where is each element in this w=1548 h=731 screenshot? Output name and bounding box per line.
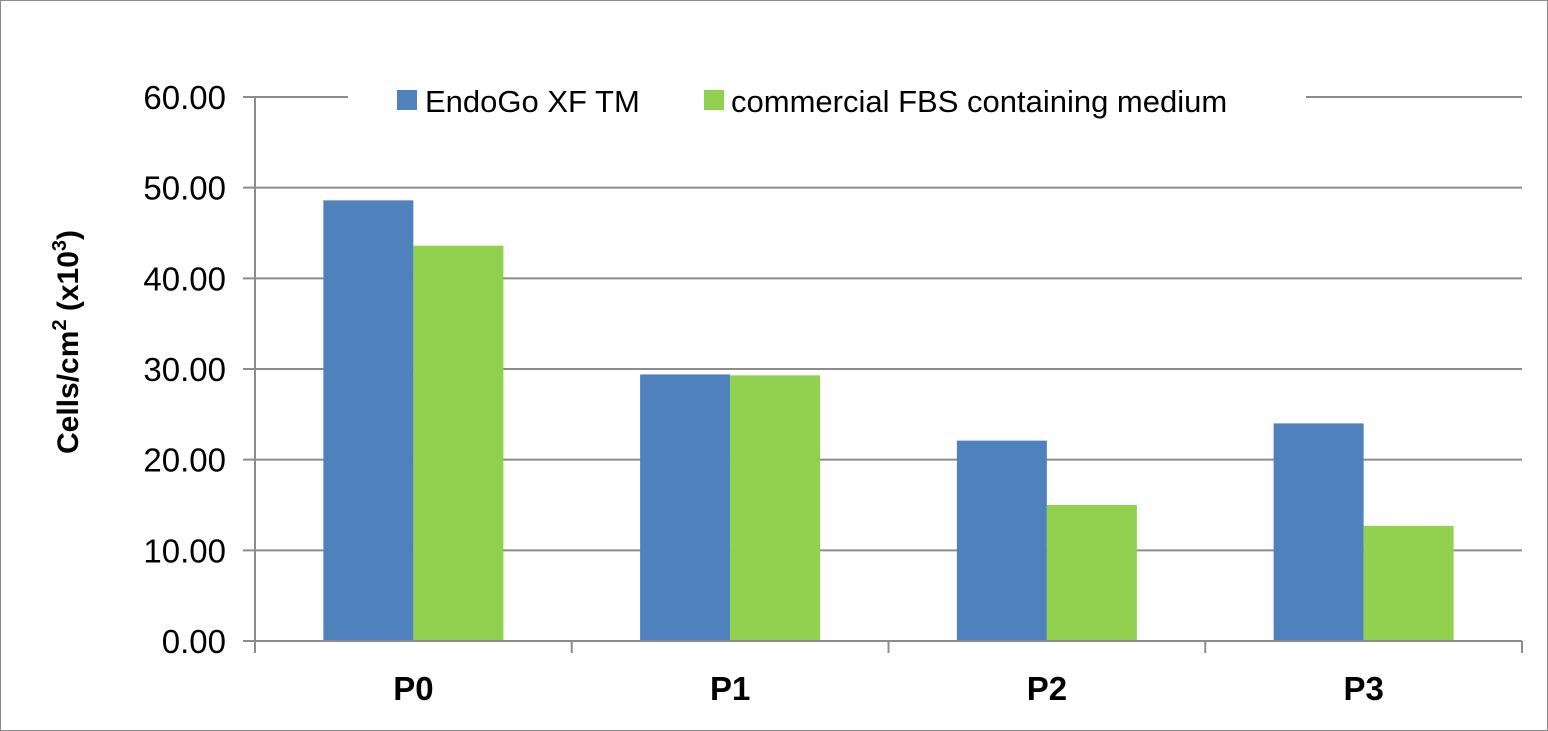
legend-background [348, 80, 1306, 124]
x-category-label: P1 [710, 670, 750, 707]
bars [323, 200, 1454, 642]
y-axis-title-end: ) [52, 230, 85, 240]
x-category-label: P3 [1343, 670, 1383, 707]
y-axis-title-mid: (x10 [52, 251, 85, 319]
y-tick-label: 50.00 [143, 170, 226, 207]
bar-p2-series-1 [1046, 505, 1137, 641]
axes [243, 97, 1523, 653]
y-axis-title-main: Cells/cm [52, 331, 85, 454]
y-axis-title: Cells/cm2 (x103) [49, 230, 85, 454]
bar-p3-series-1 [1363, 525, 1454, 641]
y-axis-title-sup1: 2 [49, 319, 71, 330]
x-category-label: P2 [1027, 670, 1067, 707]
bar-p1-series-0 [640, 374, 731, 641]
bar-p3-series-0 [1273, 423, 1364, 641]
y-tick-label: 0.00 [162, 623, 226, 660]
bar-p0-series-0 [323, 200, 414, 642]
bar-p2-series-0 [956, 440, 1047, 641]
y-tick-label: 40.00 [143, 260, 226, 297]
x-category-label: P0 [393, 670, 433, 707]
y-axis-title-sup2: 3 [49, 240, 71, 251]
bar-p1-series-1 [730, 375, 821, 641]
legend: EndoGo XF TM commercial FBS containing m… [348, 80, 1306, 124]
y-tick-label: 20.00 [143, 442, 226, 479]
y-tick-label: 10.00 [143, 532, 226, 569]
bar-p0-series-1 [413, 245, 504, 641]
x-category-labels: P0 P1 P2 P3 [393, 670, 1384, 707]
legend-label-endogo: EndoGo XF TM [425, 84, 640, 119]
legend-swatch-endogo [397, 90, 417, 110]
y-tick-label: 60.00 [143, 79, 226, 116]
y-tick-labels: 0.00 10.00 20.00 30.00 40.00 50.00 60.00 [143, 79, 226, 660]
legend-swatch-fbs [704, 90, 724, 110]
y-tick-label: 30.00 [143, 351, 226, 388]
legend-label-fbs: commercial FBS containing medium [731, 84, 1227, 119]
